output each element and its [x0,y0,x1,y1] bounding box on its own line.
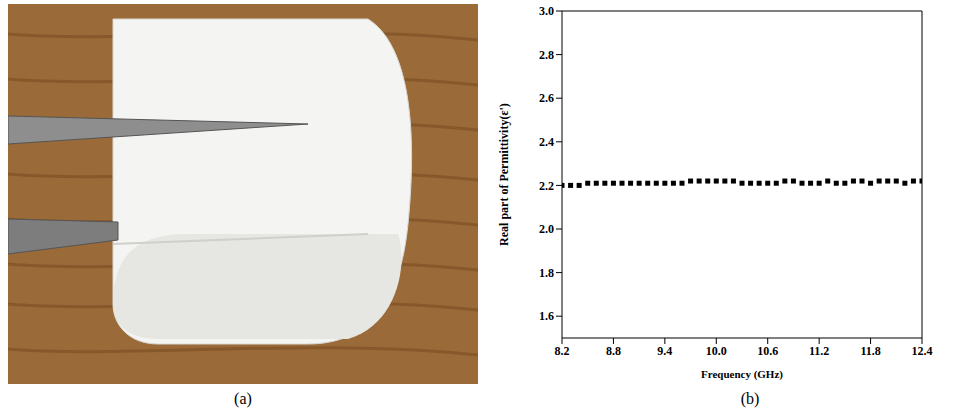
svg-text:2.6: 2.6 [539,91,554,105]
svg-text:8.8: 8.8 [606,344,621,358]
svg-text:1.8: 1.8 [539,266,554,280]
svg-text:10.0: 10.0 [706,344,727,358]
svg-text:1.6: 1.6 [539,309,554,323]
svg-text:2.8: 2.8 [539,48,554,62]
svg-text:Frequency (GHz): Frequency (GHz) [701,368,783,381]
svg-text:2.0: 2.0 [539,222,554,236]
svg-text:8.2: 8.2 [555,344,570,358]
html-text:(b): (b) [740,390,760,407]
svg-text:2.4: 2.4 [539,135,554,149]
svg-text:3.0: 3.0 [539,4,554,18]
svg-text:2.2: 2.2 [539,179,554,193]
svg-text:10.6: 10.6 [757,344,778,358]
svg-text:11.2: 11.2 [809,344,829,358]
html-text:(a): (a) [234,390,252,407]
svg-text:12.4: 12.4 [912,344,933,358]
svg-text:11.8: 11.8 [860,344,880,358]
svg-text:Real part of Permittivity(ε'): Real part of Permittivity(ε') [497,103,511,246]
svg-text:9.4: 9.4 [657,344,672,358]
